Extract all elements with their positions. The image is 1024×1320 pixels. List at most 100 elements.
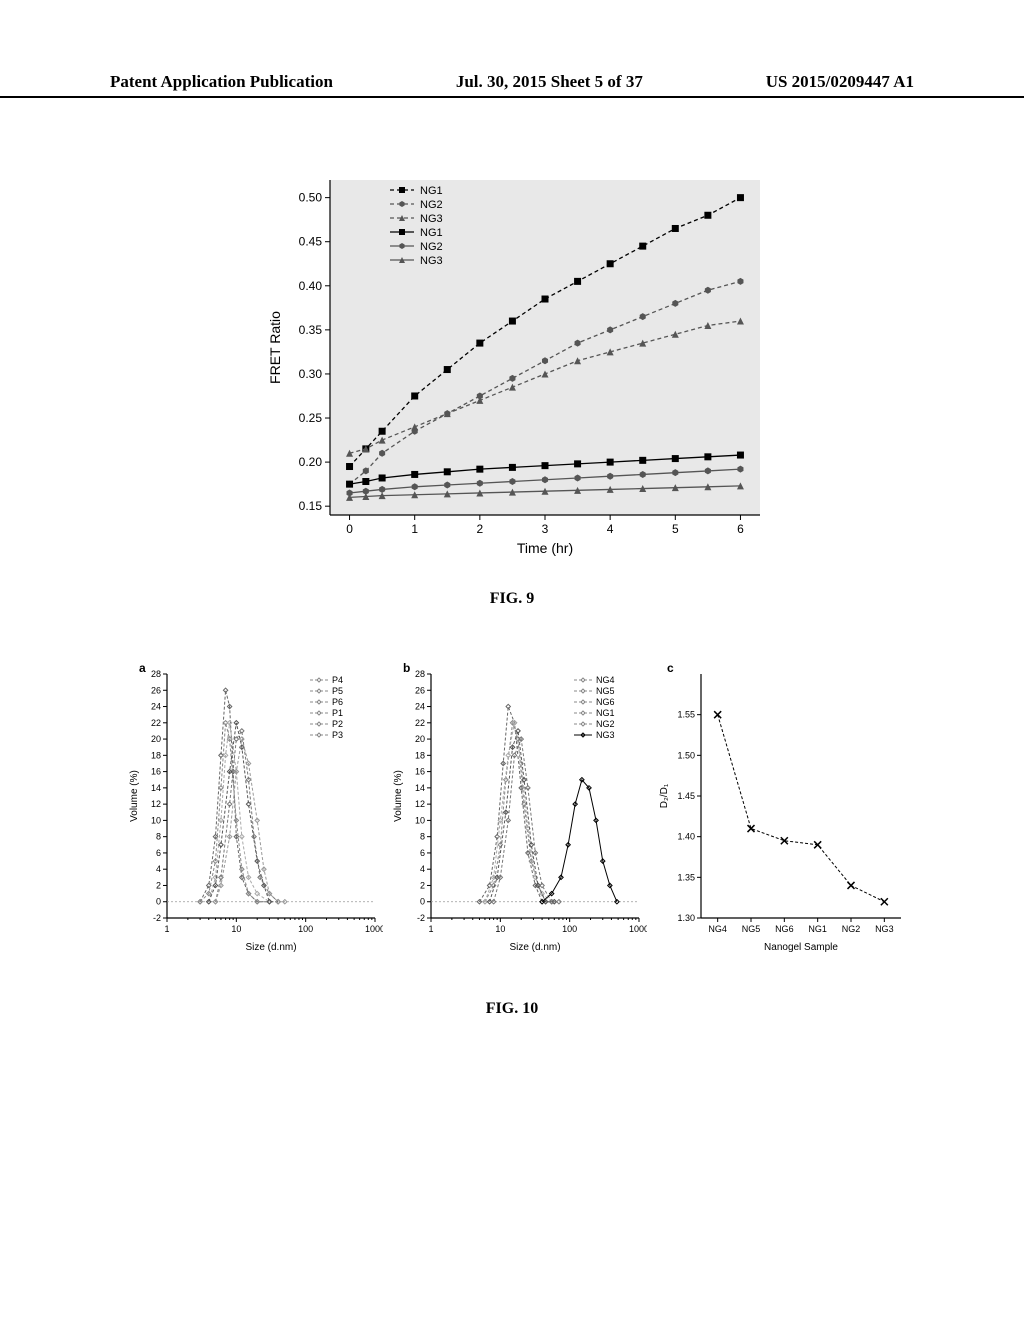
- svg-text:Size (d.nm): Size (d.nm): [509, 942, 560, 953]
- svg-text:0.35: 0.35: [299, 323, 323, 337]
- svg-text:P3: P3: [332, 730, 343, 740]
- svg-text:1.50: 1.50: [677, 750, 695, 760]
- svg-text:10: 10: [151, 815, 161, 825]
- header-mid: Jul. 30, 2015 Sheet 5 of 37: [456, 72, 643, 92]
- svg-text:20: 20: [151, 734, 161, 744]
- svg-text:NG4: NG4: [708, 924, 727, 934]
- svg-text:D₂/D₁: D₂/D₁: [659, 783, 670, 808]
- svg-text:0.15: 0.15: [299, 499, 323, 513]
- figure-9-caption: FIG. 9: [0, 590, 1024, 608]
- svg-text:NG5: NG5: [742, 924, 761, 934]
- svg-text:NG2: NG2: [842, 924, 861, 934]
- svg-text:14: 14: [151, 783, 161, 793]
- svg-text:26: 26: [151, 685, 161, 695]
- svg-text:0.45: 0.45: [299, 235, 323, 249]
- figure-10-caption: FIG. 10: [0, 1000, 1024, 1018]
- svg-text:18: 18: [415, 750, 425, 760]
- svg-text:NG1: NG1: [808, 924, 827, 934]
- svg-text:NG3: NG3: [420, 213, 443, 225]
- svg-text:18: 18: [151, 750, 161, 760]
- svg-text:1: 1: [411, 522, 418, 536]
- svg-text:10: 10: [495, 924, 505, 934]
- svg-text:NG3: NG3: [875, 924, 894, 934]
- svg-text:28: 28: [415, 669, 425, 679]
- svg-text:2: 2: [420, 880, 425, 890]
- svg-text:6: 6: [737, 522, 744, 536]
- svg-text:NG4: NG4: [596, 675, 615, 685]
- svg-text:1.30: 1.30: [677, 913, 695, 923]
- svg-text:NG2: NG2: [420, 199, 443, 211]
- figure-10: a-202468101214161820222426281101001000Si…: [125, 660, 899, 960]
- svg-text:NG2: NG2: [596, 719, 615, 729]
- svg-text:6: 6: [156, 848, 161, 858]
- svg-text:b: b: [403, 661, 410, 675]
- svg-text:3: 3: [542, 522, 549, 536]
- svg-text:0.40: 0.40: [299, 279, 323, 293]
- svg-text:0.30: 0.30: [299, 367, 323, 381]
- figure-10-panel-c: c 1.30 1.35 1.40 1.45 1.50 1.55 NG4 NG5 NG6 NG1 NG2…: [653, 660, 911, 960]
- figure-10-panel-b: b-202468101214161820222426281101001000Si…: [389, 660, 647, 960]
- svg-text:NG1: NG1: [420, 227, 443, 239]
- figure-9: 01234560.150.200.250.300.350.400.450.50T…: [260, 165, 780, 565]
- page-header: Patent Application Publication Jul. 30, …: [0, 72, 1024, 98]
- svg-text:24: 24: [151, 702, 161, 712]
- svg-text:20: 20: [415, 734, 425, 744]
- header-right: US 2015/0209447 A1: [766, 72, 914, 92]
- svg-text:4: 4: [607, 522, 614, 536]
- svg-text:0: 0: [420, 897, 425, 907]
- svg-text:NG6: NG6: [775, 924, 794, 934]
- svg-text:4: 4: [420, 864, 425, 874]
- svg-text:NG3: NG3: [420, 255, 443, 267]
- svg-text:16: 16: [415, 767, 425, 777]
- svg-text:0.20: 0.20: [299, 455, 323, 469]
- svg-text:0.50: 0.50: [299, 191, 323, 205]
- svg-text:1.40: 1.40: [677, 832, 695, 842]
- svg-text:NG6: NG6: [596, 697, 615, 707]
- svg-text:Volume (%): Volume (%): [393, 770, 404, 822]
- svg-text:1000: 1000: [365, 924, 383, 934]
- svg-text:2: 2: [477, 522, 484, 536]
- svg-text:2: 2: [156, 880, 161, 890]
- svg-text:P1: P1: [332, 708, 343, 718]
- svg-text:4: 4: [156, 864, 161, 874]
- svg-text:NG5: NG5: [596, 686, 615, 696]
- figure-9-chart: 01234560.150.200.250.300.350.400.450.50T…: [260, 165, 780, 565]
- svg-text:12: 12: [151, 799, 161, 809]
- svg-text:Size (d.nm): Size (d.nm): [245, 942, 296, 953]
- svg-text:16: 16: [151, 767, 161, 777]
- svg-text:10: 10: [231, 924, 241, 934]
- svg-text:100: 100: [298, 924, 313, 934]
- svg-text:c: c: [667, 661, 674, 675]
- svg-text:1: 1: [164, 924, 169, 934]
- svg-text:22: 22: [415, 718, 425, 728]
- svg-text:10: 10: [415, 815, 425, 825]
- svg-text:100: 100: [562, 924, 577, 934]
- figure-10c-chart: c 1.30 1.35 1.40 1.45 1.50 1.55 NG4 NG5 NG6 NG1 NG2…: [653, 660, 911, 960]
- figure-10b-chart: b-202468101214161820222426281101001000Si…: [389, 660, 647, 960]
- svg-text:NG1: NG1: [596, 708, 615, 718]
- svg-text:P5: P5: [332, 686, 343, 696]
- svg-text:P6: P6: [332, 697, 343, 707]
- svg-text:22: 22: [151, 718, 161, 728]
- svg-text:P2: P2: [332, 719, 343, 729]
- svg-text:0: 0: [156, 897, 161, 907]
- svg-text:1.55: 1.55: [677, 710, 695, 720]
- svg-text:Nanogel Sample: Nanogel Sample: [764, 942, 838, 953]
- figure-10a-chart: a-202468101214161820222426281101001000Si…: [125, 660, 383, 960]
- svg-text:0: 0: [346, 522, 353, 536]
- svg-text:12: 12: [415, 799, 425, 809]
- svg-text:Volume (%): Volume (%): [129, 770, 140, 822]
- svg-text:-2: -2: [417, 913, 425, 923]
- svg-text:1.35: 1.35: [677, 872, 695, 882]
- svg-text:1: 1: [428, 924, 433, 934]
- figure-10-panel-a: a-202468101214161820222426281101001000Si…: [125, 660, 383, 960]
- svg-text:6: 6: [420, 848, 425, 858]
- svg-text:8: 8: [420, 832, 425, 842]
- svg-text:FRET Ratio: FRET Ratio: [267, 311, 283, 384]
- header-left: Patent Application Publication: [110, 72, 333, 92]
- svg-text:NG1: NG1: [420, 185, 443, 197]
- svg-text:1.45: 1.45: [677, 791, 695, 801]
- svg-text:P4: P4: [332, 675, 343, 685]
- svg-text:5: 5: [672, 522, 679, 536]
- svg-text:1000: 1000: [629, 924, 647, 934]
